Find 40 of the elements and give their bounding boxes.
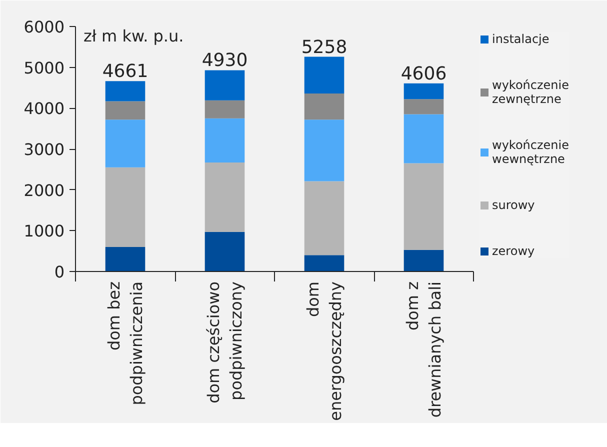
bar	[304, 56, 344, 94]
y-axis-title: zł m kw. p.u.	[84, 26, 184, 46]
bar	[404, 114, 444, 164]
bar	[105, 247, 146, 272]
y-tick-label: 6000	[24, 18, 64, 36]
bar	[304, 181, 344, 256]
bar	[404, 250, 444, 272]
total-label: 5258	[301, 36, 348, 58]
bar	[204, 70, 245, 100]
bar	[105, 120, 146, 168]
y-tick-label: 5000	[24, 58, 64, 78]
bar	[304, 255, 344, 272]
bar	[304, 120, 344, 182]
legend-label: zerowy	[492, 244, 535, 258]
bar	[404, 99, 444, 114]
x-tick-label: dom częściowo podpiwniczony	[204, 281, 246, 404]
bar	[105, 101, 146, 120]
total-label: 4606	[400, 63, 447, 84]
legend-label: wykończenie wewnętrzne	[492, 138, 569, 166]
bar	[404, 83, 444, 100]
y-tick-label: 2000	[24, 180, 64, 200]
bar	[105, 81, 146, 102]
y-tick-label: 4000	[24, 99, 64, 118]
y-tick-label: 1000	[24, 222, 64, 241]
bar	[204, 100, 245, 118]
bar	[105, 167, 146, 247]
total-label: 4661	[102, 61, 148, 82]
y-tick-label: 3000	[24, 140, 64, 159]
legend-label: instalacje	[492, 32, 550, 46]
x-tick-label: dom bez podpiwniczenia	[104, 281, 146, 406]
bar	[404, 163, 444, 250]
bar	[204, 232, 245, 272]
total-label: 4930	[202, 50, 248, 72]
legend-label: wykończenie zewnętrzne	[492, 78, 569, 106]
bar	[204, 162, 245, 232]
x-tick-label: dom energooszczędny	[303, 281, 346, 421]
legend-label: surowy	[492, 198, 535, 212]
bar	[204, 118, 245, 162]
bar	[304, 93, 344, 120]
y-tick-label: 0	[54, 262, 65, 282]
